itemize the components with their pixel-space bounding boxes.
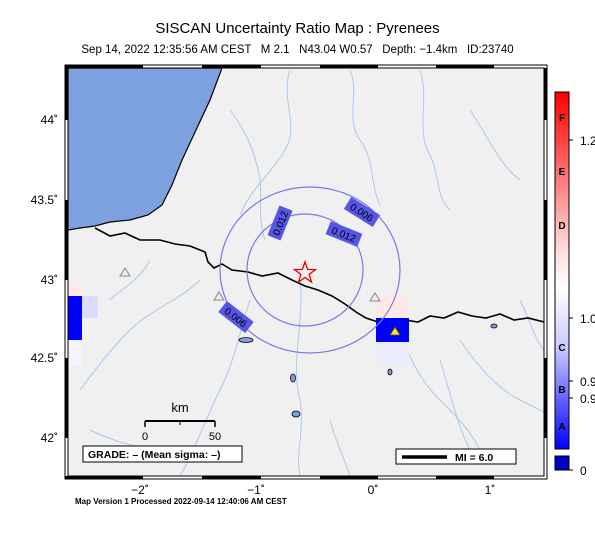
svg-text:km: km (171, 400, 188, 415)
triangle-icon (213, 291, 225, 301)
lat-ticks: 44˚ 43.5˚ 43˚ 42.5˚ 42˚ (31, 113, 58, 445)
triangle-icon (119, 267, 131, 277)
scale-bar: km 0 50 (142, 400, 221, 443)
svg-text:D: D (558, 221, 565, 232)
lakes (238, 323, 498, 418)
svg-text:−1˚: −1˚ (247, 483, 265, 497)
triangle-icon (369, 292, 381, 302)
star-icon (292, 260, 318, 284)
grade-box: GRADE: – (Mean sigma: –) (82, 445, 243, 463)
svg-text:43.5˚: 43.5˚ (31, 193, 58, 207)
svg-text:1˚: 1˚ (485, 483, 496, 497)
svg-text:0.9: 0.9 (580, 392, 595, 406)
colorbar: F E D C B A 1.2 1.0 0.9 0.9 0 (554, 91, 595, 478)
svg-text:50: 50 (209, 431, 221, 443)
event-subtitle: Sep 14, 2022 12:35:56 AM CEST M 2.1 N43.… (81, 44, 514, 56)
contours (219, 186, 401, 354)
svg-text:42.5˚: 42.5˚ (31, 351, 58, 365)
border-line (94, 227, 544, 325)
svg-text:42˚: 42˚ (41, 431, 58, 445)
svg-text:MI = 6.0: MI = 6.0 (455, 452, 493, 464)
sea-area (68, 68, 223, 231)
svg-text:0: 0 (580, 464, 587, 478)
svg-text:43˚: 43˚ (41, 273, 58, 287)
svg-text:0: 0 (142, 431, 148, 443)
rivers (79, 69, 544, 476)
mi-box: MI = 6.0 (395, 448, 517, 465)
svg-text:1.0: 1.0 (580, 312, 595, 326)
footer-note: Map Version 1 Processed 2022-09-14 12:40… (75, 497, 287, 506)
map-frame (64, 64, 548, 480)
svg-text:0˚: 0˚ (368, 483, 379, 497)
svg-text:A: A (558, 422, 565, 433)
svg-text:C: C (558, 343, 565, 354)
svg-text:B: B (558, 385, 565, 396)
svg-text:F: F (559, 113, 565, 124)
svg-text:−2˚: −2˚ (131, 483, 149, 497)
uncertainty-cells (68, 282, 409, 366)
triangle-icon (389, 326, 401, 336)
map-title: SISCAN Uncertainty Ratio Map : Pyrenees (155, 20, 440, 37)
svg-text:0.9: 0.9 (580, 375, 595, 389)
svg-text:GRADE: – (Mean sigma: –): GRADE: – (Mean sigma: –) (88, 449, 220, 461)
svg-text:44˚: 44˚ (41, 113, 58, 127)
svg-text:E: E (559, 167, 566, 178)
lon-ticks: −2˚ −1˚ 0˚ 1˚ (131, 483, 495, 497)
svg-text:1.2: 1.2 (580, 134, 595, 148)
